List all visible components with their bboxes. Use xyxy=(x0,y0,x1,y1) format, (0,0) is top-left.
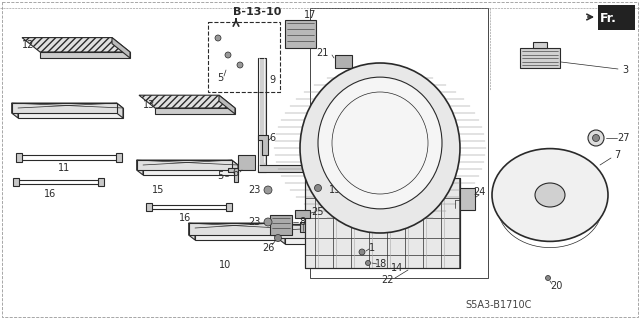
Polygon shape xyxy=(146,203,152,211)
Polygon shape xyxy=(295,210,310,218)
Polygon shape xyxy=(137,160,232,170)
Polygon shape xyxy=(195,228,280,240)
Text: 13: 13 xyxy=(143,100,155,110)
Polygon shape xyxy=(305,178,460,268)
Polygon shape xyxy=(335,55,352,68)
Polygon shape xyxy=(285,230,385,244)
Text: 10: 10 xyxy=(219,260,231,270)
Polygon shape xyxy=(12,103,123,108)
Polygon shape xyxy=(258,165,305,172)
Polygon shape xyxy=(228,168,238,182)
Polygon shape xyxy=(278,224,378,238)
Text: 25: 25 xyxy=(312,207,324,217)
Polygon shape xyxy=(40,52,130,58)
Text: 14: 14 xyxy=(391,263,403,273)
Polygon shape xyxy=(143,165,238,175)
Polygon shape xyxy=(139,95,235,108)
Polygon shape xyxy=(285,20,316,48)
Ellipse shape xyxy=(275,234,282,241)
Polygon shape xyxy=(16,153,22,162)
Polygon shape xyxy=(278,224,385,230)
Text: 11: 11 xyxy=(58,163,70,173)
Polygon shape xyxy=(13,178,19,186)
Polygon shape xyxy=(116,153,122,162)
Ellipse shape xyxy=(264,186,272,194)
Ellipse shape xyxy=(237,62,243,68)
Text: 23: 23 xyxy=(248,185,260,195)
Text: 7: 7 xyxy=(614,150,620,160)
Text: 17: 17 xyxy=(304,10,316,20)
Text: 6: 6 xyxy=(269,133,275,143)
Text: 3: 3 xyxy=(622,65,628,75)
Polygon shape xyxy=(219,95,235,114)
Polygon shape xyxy=(598,5,635,30)
Text: 22: 22 xyxy=(381,275,394,285)
Ellipse shape xyxy=(588,130,604,146)
Polygon shape xyxy=(155,108,235,114)
Ellipse shape xyxy=(215,35,221,41)
Polygon shape xyxy=(116,103,123,118)
Text: 1: 1 xyxy=(369,243,375,253)
Ellipse shape xyxy=(314,184,321,191)
Polygon shape xyxy=(232,160,238,175)
Polygon shape xyxy=(274,223,280,240)
Polygon shape xyxy=(189,223,280,228)
Text: 19: 19 xyxy=(329,185,341,195)
Ellipse shape xyxy=(264,218,272,226)
Text: 12: 12 xyxy=(22,40,34,50)
Polygon shape xyxy=(98,178,104,186)
Ellipse shape xyxy=(492,149,608,241)
Text: 24: 24 xyxy=(473,187,485,197)
Ellipse shape xyxy=(359,249,365,255)
Polygon shape xyxy=(278,224,285,244)
Polygon shape xyxy=(300,222,352,232)
Text: S5A3-B1710C: S5A3-B1710C xyxy=(465,300,531,310)
Polygon shape xyxy=(189,223,274,235)
Polygon shape xyxy=(238,155,255,170)
Polygon shape xyxy=(378,224,385,244)
Polygon shape xyxy=(270,215,292,235)
Polygon shape xyxy=(226,203,232,211)
Text: 2: 2 xyxy=(359,222,365,232)
Text: 21: 21 xyxy=(316,48,328,58)
Ellipse shape xyxy=(318,77,442,209)
Text: 5: 5 xyxy=(217,73,223,83)
Polygon shape xyxy=(22,38,130,52)
Text: 26: 26 xyxy=(262,243,274,253)
Polygon shape xyxy=(533,42,547,48)
Polygon shape xyxy=(460,188,475,210)
Text: 8: 8 xyxy=(299,217,305,227)
Bar xyxy=(208,22,280,92)
Polygon shape xyxy=(137,160,238,165)
Polygon shape xyxy=(12,103,18,118)
Text: 9: 9 xyxy=(269,75,275,85)
Text: 18: 18 xyxy=(375,259,387,269)
Polygon shape xyxy=(189,223,195,240)
Text: 6: 6 xyxy=(232,168,238,178)
Text: B-13-10: B-13-10 xyxy=(233,7,281,17)
Ellipse shape xyxy=(365,261,371,265)
Polygon shape xyxy=(520,48,560,68)
Ellipse shape xyxy=(535,183,565,207)
Text: 20: 20 xyxy=(550,281,562,291)
Text: 5: 5 xyxy=(217,171,223,181)
Text: 27: 27 xyxy=(618,133,630,143)
Polygon shape xyxy=(258,58,266,172)
Polygon shape xyxy=(12,103,116,113)
Ellipse shape xyxy=(593,135,600,142)
Text: 16: 16 xyxy=(179,213,191,223)
Ellipse shape xyxy=(545,276,550,280)
Text: Fr.: Fr. xyxy=(600,12,617,26)
Polygon shape xyxy=(112,38,130,58)
Polygon shape xyxy=(18,108,123,118)
Polygon shape xyxy=(258,135,268,155)
Ellipse shape xyxy=(225,52,231,58)
Ellipse shape xyxy=(300,63,460,233)
Text: 16: 16 xyxy=(44,189,56,199)
Bar xyxy=(310,8,488,278)
Polygon shape xyxy=(137,160,143,175)
Text: 23: 23 xyxy=(248,217,260,227)
Text: 15: 15 xyxy=(152,185,164,195)
